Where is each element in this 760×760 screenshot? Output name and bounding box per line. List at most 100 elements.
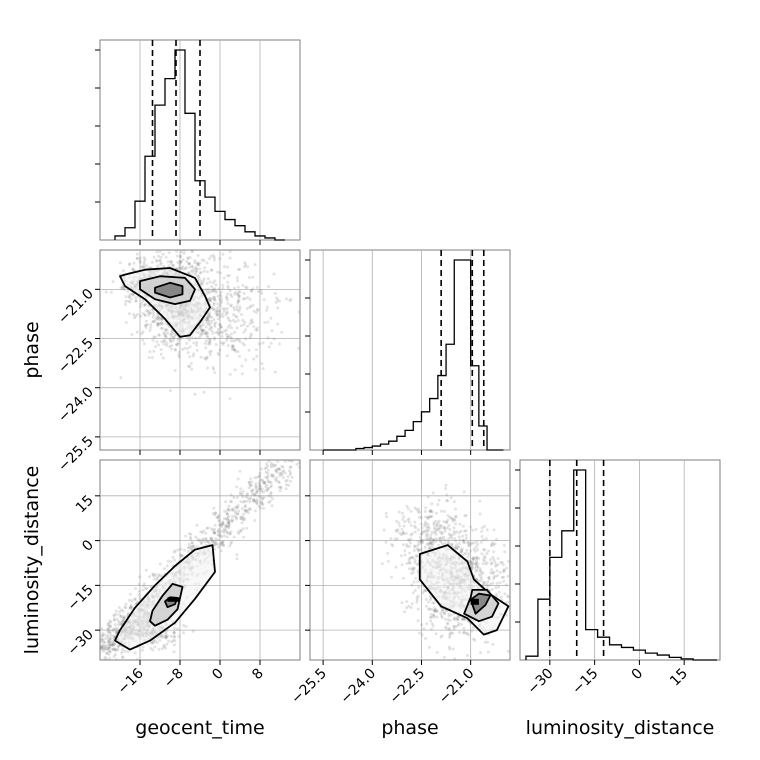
sample-point xyxy=(445,498,449,502)
sample-point xyxy=(260,291,264,295)
sample-point xyxy=(167,264,171,268)
sample-point xyxy=(131,268,135,272)
sample-point xyxy=(229,293,233,297)
x-tick-label: −15 xyxy=(569,666,601,698)
sample-point xyxy=(181,347,185,351)
sample-point xyxy=(224,328,228,332)
sample-point xyxy=(261,497,265,501)
sample-point xyxy=(428,607,432,611)
sample-point xyxy=(169,340,172,344)
sample-point xyxy=(251,492,254,496)
sample-point xyxy=(100,646,103,650)
sample-point xyxy=(149,585,153,588)
sample-point xyxy=(108,650,112,654)
sample-point xyxy=(199,271,203,275)
sample-point xyxy=(224,295,228,299)
sample-point xyxy=(286,475,290,479)
sample-point xyxy=(235,326,239,330)
sample-point xyxy=(221,543,225,547)
contour-group-1 xyxy=(100,460,300,660)
sample-point xyxy=(161,647,164,651)
sample-point xyxy=(278,342,281,346)
contour-level-3 xyxy=(154,281,184,299)
sample-point xyxy=(218,524,222,527)
sample-point xyxy=(105,644,108,648)
sample-point xyxy=(204,332,208,336)
sample-point xyxy=(450,542,454,546)
sample-point xyxy=(242,292,246,295)
sample-point xyxy=(503,550,507,554)
sample-point xyxy=(105,652,109,656)
sample-point xyxy=(226,521,230,525)
sample-point xyxy=(196,262,200,266)
sample-point xyxy=(218,532,222,536)
sample-point xyxy=(506,574,510,578)
sample-point xyxy=(448,632,452,636)
sample-point xyxy=(214,511,218,515)
sample-point xyxy=(220,341,224,345)
sample-point xyxy=(205,332,208,335)
sample-point xyxy=(256,308,260,312)
sample-point xyxy=(438,524,442,528)
sample-point xyxy=(248,297,252,301)
sample-point xyxy=(418,631,421,635)
sample-point xyxy=(288,299,292,303)
sample-point xyxy=(443,527,447,531)
sample-point xyxy=(435,609,439,613)
sample-point xyxy=(100,640,103,644)
sample-point xyxy=(154,317,158,321)
sample-point xyxy=(440,634,444,638)
sample-point xyxy=(288,469,291,473)
sample-point xyxy=(133,597,137,601)
sample-point xyxy=(442,526,446,530)
sample-point xyxy=(285,478,289,482)
sample-point xyxy=(151,572,155,576)
sample-point xyxy=(118,613,122,617)
sample-point xyxy=(457,542,461,546)
sample-point xyxy=(266,489,269,493)
sample-point xyxy=(437,527,441,531)
sample-point xyxy=(471,528,475,532)
sample-point xyxy=(111,641,115,645)
sample-point xyxy=(417,507,421,511)
sample-point xyxy=(227,318,231,322)
x-tick-label: −24.0 xyxy=(337,666,379,708)
sample-point xyxy=(262,506,266,510)
sample-point xyxy=(452,624,456,628)
sample-point xyxy=(251,304,255,307)
sample-point xyxy=(152,335,156,339)
sample-point xyxy=(216,302,220,306)
sample-point xyxy=(440,531,444,535)
sample-point xyxy=(228,508,232,512)
sample-point xyxy=(122,288,126,291)
sample-point xyxy=(155,340,159,344)
sample-point xyxy=(192,545,196,549)
sample-point xyxy=(470,629,474,633)
sample-point xyxy=(175,254,179,258)
sample-point xyxy=(210,285,214,289)
sample-point xyxy=(260,501,263,505)
sample-point xyxy=(131,293,135,297)
sample-point xyxy=(489,544,493,548)
sample-point xyxy=(208,311,212,315)
sample-point xyxy=(208,337,211,341)
sample-point xyxy=(206,321,210,325)
sample-point xyxy=(249,483,253,487)
sample-point xyxy=(427,607,430,611)
sample-point xyxy=(421,591,425,595)
sample-point xyxy=(426,534,430,538)
sample-point xyxy=(155,577,159,581)
sample-point xyxy=(204,288,208,291)
sample-point xyxy=(453,657,457,660)
sample-point xyxy=(403,520,407,524)
sample-point xyxy=(405,562,409,566)
sample-point xyxy=(447,612,451,616)
sample-point xyxy=(270,461,273,465)
sample-point xyxy=(218,257,222,261)
hist-group-phase xyxy=(323,250,504,451)
sample-point xyxy=(412,567,416,571)
sample-point xyxy=(111,643,115,647)
sample-point xyxy=(225,338,229,342)
sample-point xyxy=(212,258,216,262)
sample-point xyxy=(208,280,212,284)
